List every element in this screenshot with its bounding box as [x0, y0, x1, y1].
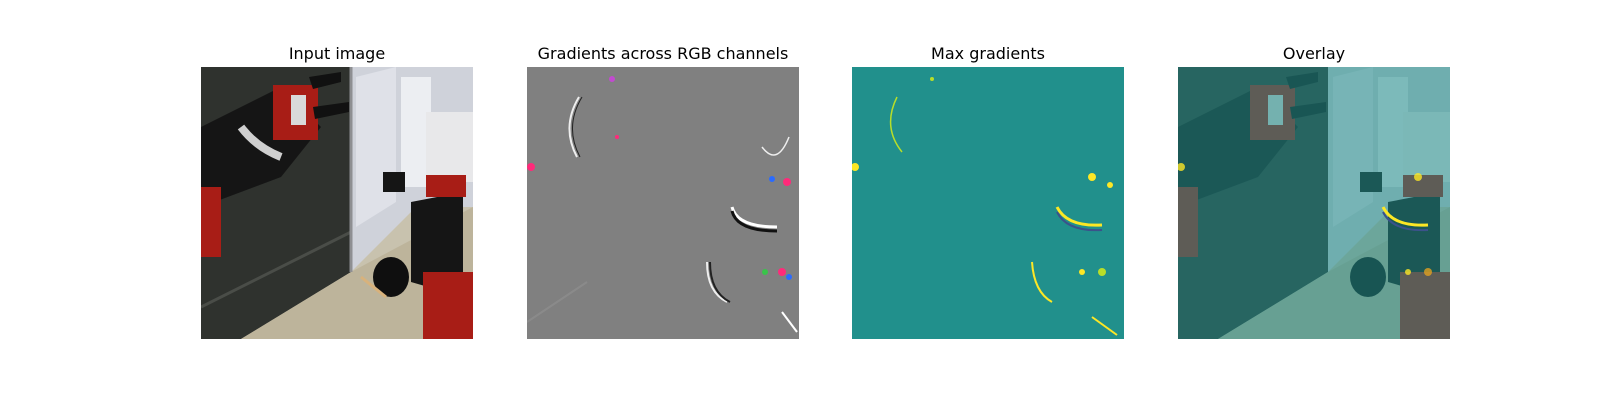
panel-title: Overlay	[1282, 44, 1346, 63]
panel-rgb-gradients: Gradients across RGB channels	[527, 0, 799, 400]
max-gradients-image	[852, 67, 1124, 339]
rgb-gradients-image	[527, 67, 799, 339]
panel-max-gradients: Max gradients	[852, 0, 1124, 400]
panel-title: Input image	[288, 44, 386, 63]
overlay-image	[1178, 67, 1450, 339]
panel-title: Gradients across RGB channels	[537, 44, 789, 63]
panel-input-image: Input image	[201, 0, 473, 400]
panel-overlay: Overlay	[1178, 0, 1450, 400]
input-image	[201, 67, 473, 339]
max-gradients-picture	[852, 67, 1124, 339]
overlay-picture	[1178, 67, 1450, 339]
rgb-gradients-picture	[527, 67, 799, 339]
panel-title: Max gradients	[931, 44, 1045, 63]
input-image-picture	[201, 67, 473, 339]
